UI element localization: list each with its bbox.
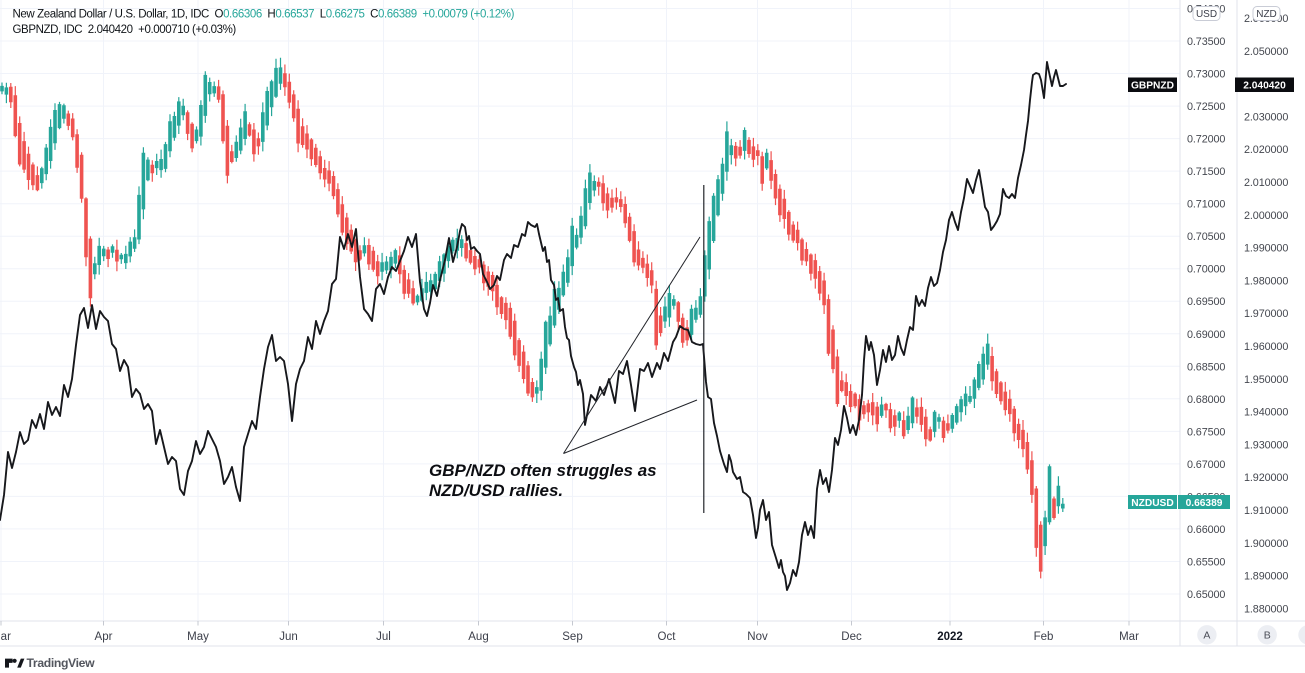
svg-text:1.890000: 1.890000	[1244, 571, 1288, 583]
svg-text:GBPNZD, IDC 2.040420 +0.0007: GBPNZD, IDC 2.040420 +0.000710 (+0.03%)	[13, 24, 237, 36]
svg-text:Nov: Nov	[747, 631, 768, 643]
svg-text:Mar: Mar	[0, 631, 11, 643]
svg-text:2.010000: 2.010000	[1244, 177, 1288, 189]
svg-text:Apr: Apr	[95, 631, 113, 643]
svg-text:2.030000: 2.030000	[1244, 111, 1288, 123]
svg-text:1.910000: 1.910000	[1244, 505, 1288, 517]
svg-text:0.71000: 0.71000	[1187, 199, 1225, 211]
svg-text:NZD/USD rallies.: NZD/USD rallies.	[429, 481, 563, 500]
svg-text:Dec: Dec	[841, 631, 862, 643]
svg-text:0.68500: 0.68500	[1187, 361, 1225, 373]
svg-text:1.960000: 1.960000	[1244, 341, 1288, 353]
svg-text:0.66000: 0.66000	[1187, 524, 1225, 536]
svg-text:0.67000: 0.67000	[1187, 459, 1225, 471]
svg-text:Oct: Oct	[658, 631, 677, 643]
svg-text:2.040420: 2.040420	[1243, 81, 1286, 92]
svg-text:1.980000: 1.980000	[1244, 275, 1288, 287]
svg-text:B: B	[1264, 630, 1271, 642]
svg-text:1.970000: 1.970000	[1244, 308, 1288, 320]
svg-text:Jul: Jul	[376, 631, 391, 643]
svg-text:0.65000: 0.65000	[1187, 589, 1225, 601]
svg-text:1.930000: 1.930000	[1244, 439, 1288, 451]
svg-text:0.70000: 0.70000	[1187, 264, 1225, 276]
svg-text:2.000000: 2.000000	[1244, 210, 1288, 222]
svg-text:May: May	[187, 631, 209, 643]
svg-text:2.020000: 2.020000	[1244, 144, 1288, 156]
svg-text:GBPNZD: GBPNZD	[1131, 81, 1174, 92]
svg-text:New Zealand Dollar / U.S. Doll: New Zealand Dollar / U.S. Dollar, 1D, ID…	[13, 9, 515, 21]
svg-text:NZD: NZD	[1256, 9, 1277, 20]
svg-text:0.66389: 0.66389	[1186, 498, 1223, 509]
svg-text:Feb: Feb	[1034, 631, 1054, 643]
svg-text:0.70500: 0.70500	[1187, 231, 1225, 243]
svg-text:0.69000: 0.69000	[1187, 329, 1225, 341]
svg-text:0.72000: 0.72000	[1187, 134, 1225, 146]
svg-text:0.72500: 0.72500	[1187, 101, 1225, 113]
svg-text:1.990000: 1.990000	[1244, 243, 1288, 255]
svg-text:1.940000: 1.940000	[1244, 407, 1288, 419]
svg-text:2022: 2022	[937, 631, 963, 643]
svg-text:0.73500: 0.73500	[1187, 36, 1225, 48]
svg-text:USD: USD	[1196, 9, 1217, 20]
svg-text:Jun: Jun	[279, 631, 298, 643]
svg-text:GBP/NZD often struggles as: GBP/NZD often struggles as	[429, 461, 657, 480]
svg-text:1.880000: 1.880000	[1244, 603, 1288, 615]
svg-text:1.900000: 1.900000	[1244, 538, 1288, 550]
svg-text:0.65500: 0.65500	[1187, 557, 1225, 569]
svg-text:1.950000: 1.950000	[1244, 374, 1288, 386]
svg-text:1.920000: 1.920000	[1244, 472, 1288, 484]
svg-text:0.67500: 0.67500	[1187, 426, 1225, 438]
svg-text:TradingView: TradingView	[27, 656, 96, 670]
svg-text:0.68000: 0.68000	[1187, 394, 1225, 406]
svg-text:NZDUSD: NZDUSD	[1131, 498, 1173, 509]
svg-text:A: A	[1203, 630, 1210, 642]
svg-text:Sep: Sep	[562, 631, 582, 643]
svg-text:0.73000: 0.73000	[1187, 69, 1225, 81]
svg-text:2.050000: 2.050000	[1244, 46, 1288, 58]
svg-text:0.69500: 0.69500	[1187, 296, 1225, 308]
svg-text:0.71500: 0.71500	[1187, 166, 1225, 178]
svg-text:Aug: Aug	[468, 631, 488, 643]
svg-text:Mar: Mar	[1119, 631, 1139, 643]
